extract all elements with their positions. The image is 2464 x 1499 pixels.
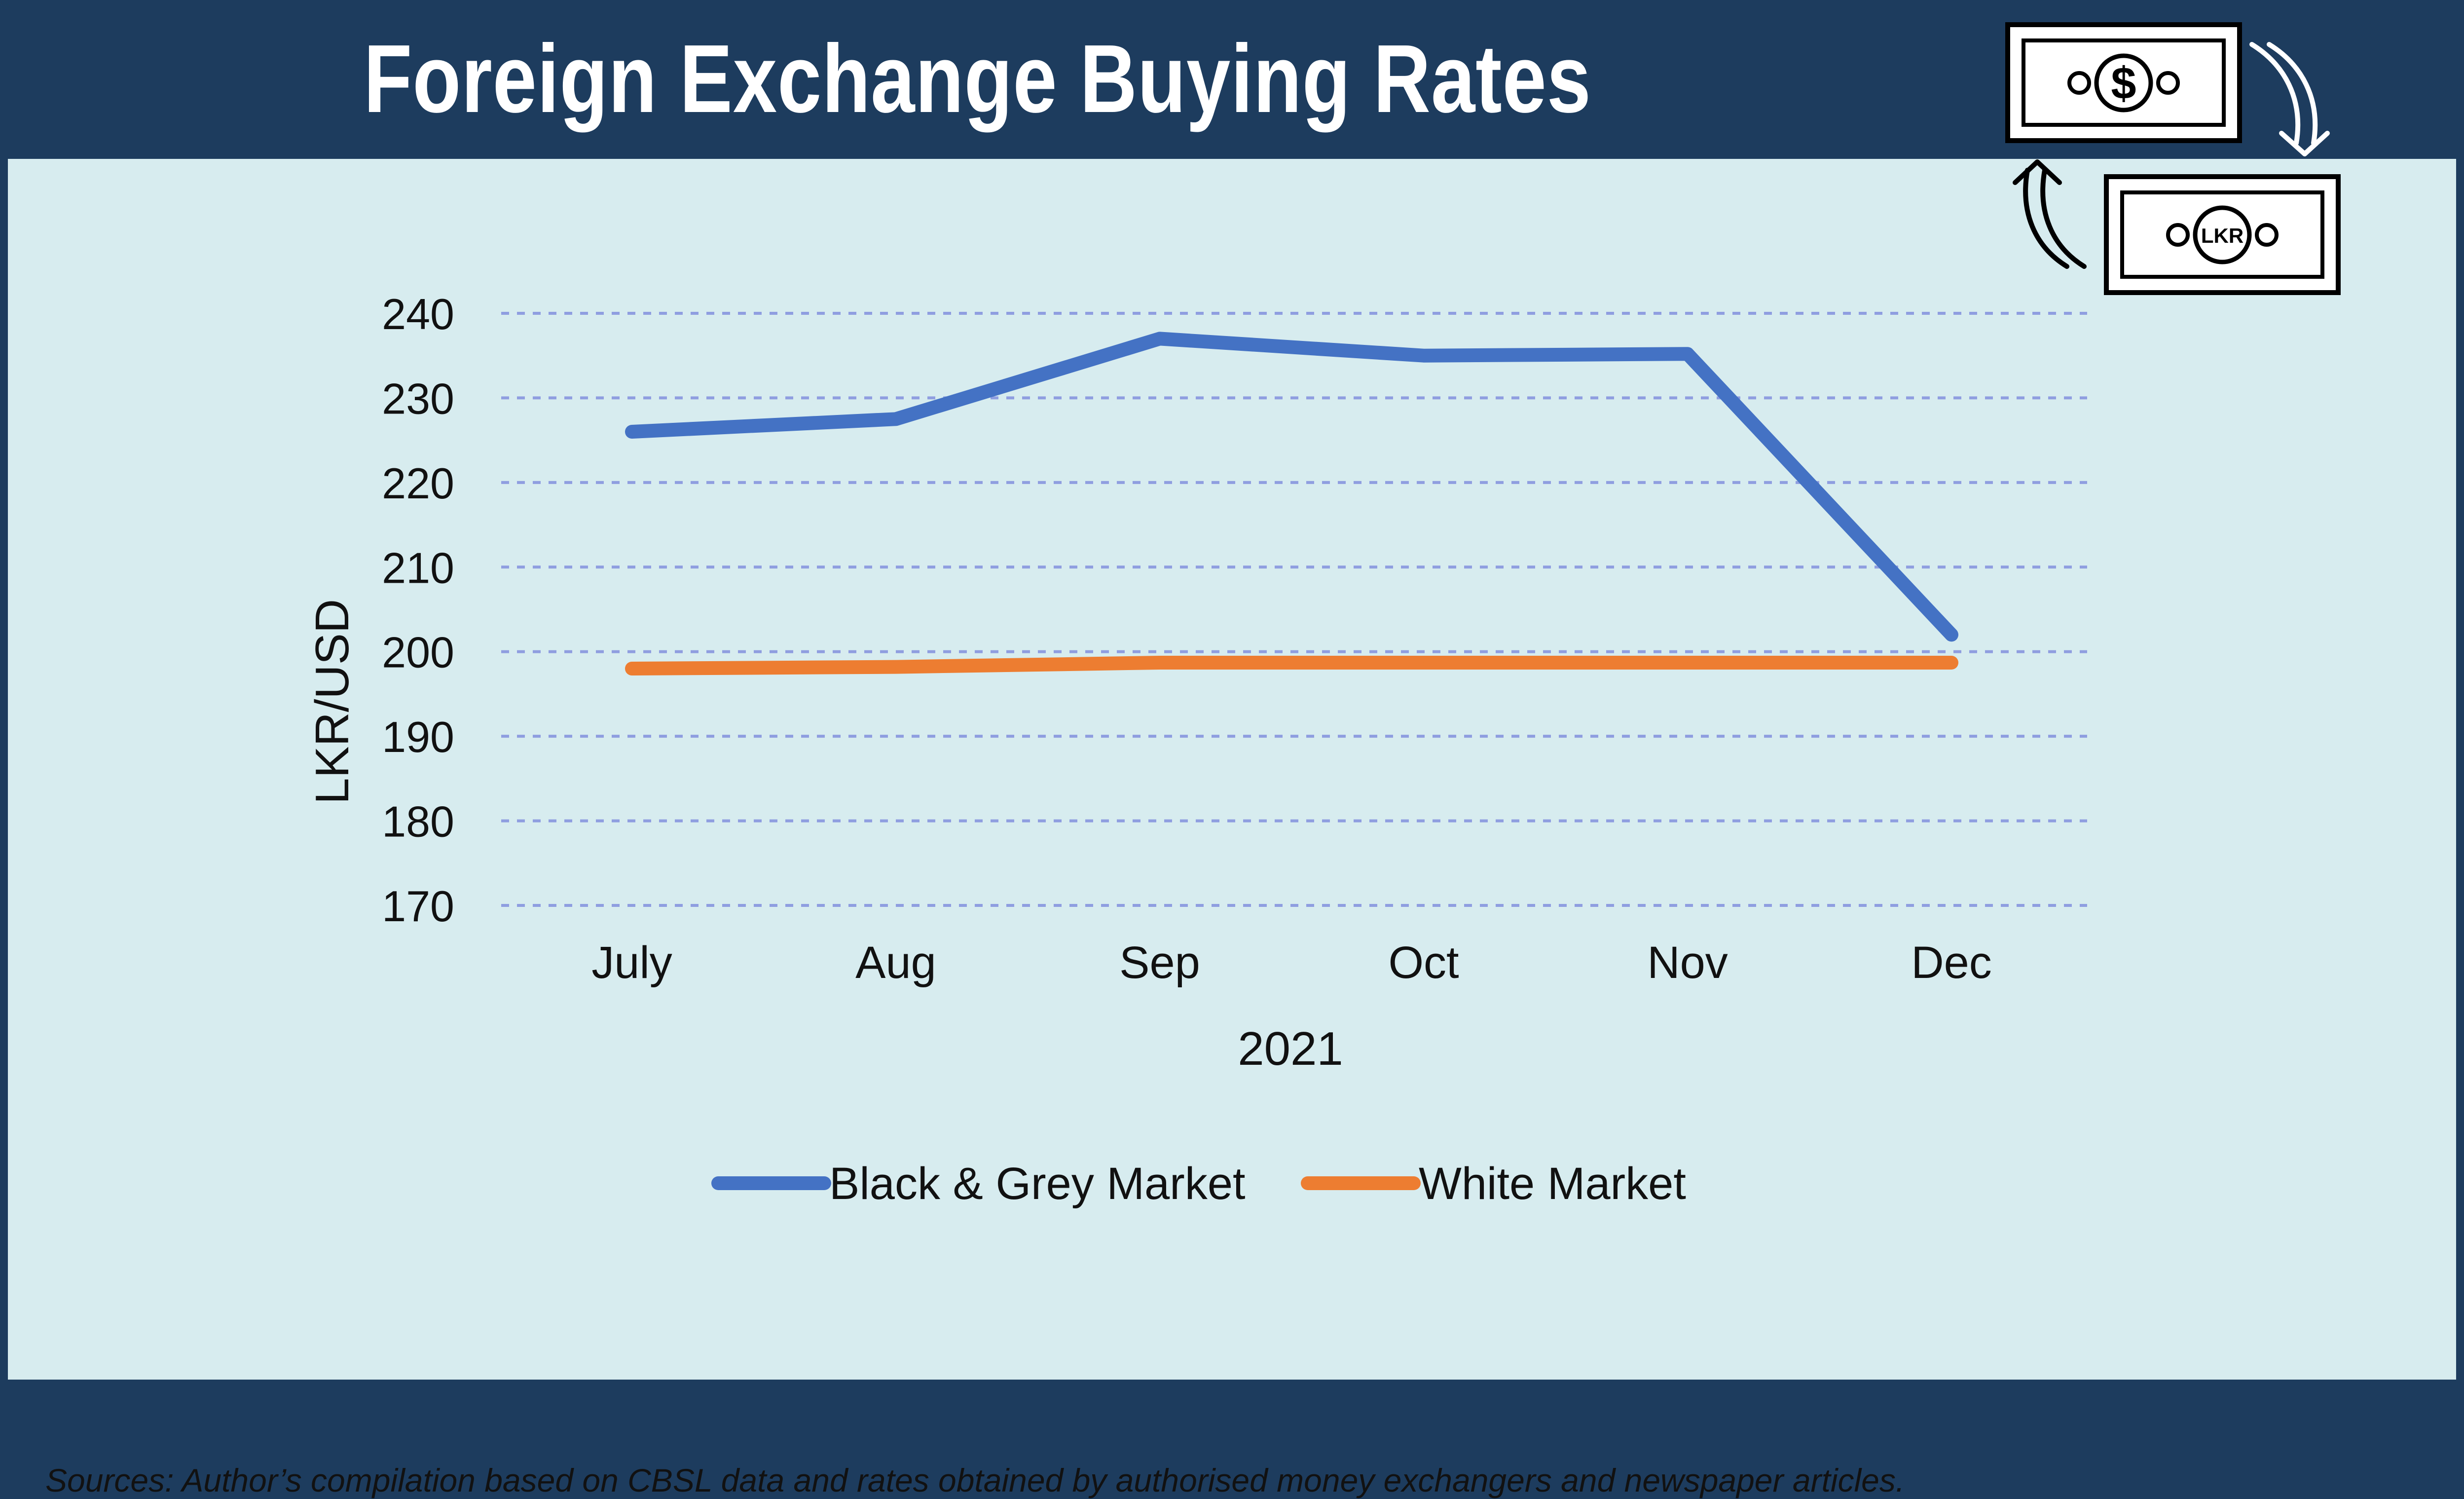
data-point bbox=[1159, 338, 1160, 339]
lkr-banknote-icon: LKR bbox=[2104, 174, 2341, 295]
page-title: Foreign Exchange Buying Rates bbox=[364, 25, 1591, 133]
lkr-symbol: LKR bbox=[2201, 224, 2243, 247]
dollar-banknote-icon: $ bbox=[2005, 22, 2242, 143]
y-tick-label: 210 bbox=[382, 543, 454, 592]
y-tick-label: 230 bbox=[382, 374, 454, 423]
series-lines bbox=[625, 332, 1958, 675]
y-tick-label: 190 bbox=[382, 712, 454, 761]
x-tick-label: Oct bbox=[1388, 937, 1459, 988]
x-tick-label: July bbox=[591, 937, 672, 988]
data-point bbox=[631, 431, 632, 432]
currency-exchange-graphic: $ LKR bbox=[2005, 22, 2341, 295]
y-tick-label: 220 bbox=[382, 459, 454, 508]
x-tick-label: Nov bbox=[1647, 937, 1728, 988]
y-tick-label: 180 bbox=[382, 797, 454, 846]
curved-arrow-down-icon bbox=[2249, 42, 2330, 156]
data-point bbox=[1423, 662, 1424, 663]
y-axis-label: LKR/USD bbox=[306, 599, 359, 804]
data-point bbox=[631, 668, 632, 669]
x-axis-label: 2021 bbox=[1238, 1022, 1343, 1075]
x-tick-label: Dec bbox=[1911, 937, 1992, 988]
line-chart: 240 230 220 210 200 190 180 170 July Aug Sep Oct No… bbox=[306, 290, 2087, 1209]
y-tick-label: 200 bbox=[382, 628, 454, 677]
infographic: Foreign Exchange Buying Rates 240 230 220 2… bbox=[8, 22, 2456, 1499]
legend-label: Black & Grey Market bbox=[829, 1159, 1246, 1209]
series-line-white-market bbox=[625, 656, 1958, 675]
data-point bbox=[895, 418, 896, 420]
data-point bbox=[1159, 662, 1160, 663]
data-point bbox=[895, 666, 896, 668]
legend-label: White Market bbox=[1419, 1159, 1686, 1209]
x-tick-label: Aug bbox=[855, 937, 936, 988]
data-point bbox=[1423, 355, 1424, 356]
y-axis-ticks: 240 230 220 210 200 190 180 170 bbox=[382, 290, 454, 931]
grid-lines bbox=[501, 312, 2087, 907]
source-note: Sources: Author’s compilation based on C… bbox=[45, 1462, 1905, 1499]
y-tick-label: 170 bbox=[382, 882, 454, 931]
data-point bbox=[1687, 353, 1688, 355]
y-tick-label: 240 bbox=[382, 290, 454, 338]
dollar-symbol: $ bbox=[2111, 58, 2136, 109]
chart-panel: 240 230 220 210 200 190 180 170 July Aug Sep Oct No… bbox=[8, 159, 2456, 1499]
legend: Black & Grey Market White Market bbox=[711, 1159, 1686, 1209]
data-point bbox=[1951, 634, 1952, 636]
x-axis-ticks: July Aug Sep Oct Nov Dec bbox=[591, 937, 1992, 988]
curved-arrow-up-icon bbox=[2013, 159, 2087, 269]
x-tick-label: Sep bbox=[1119, 937, 1200, 988]
data-point bbox=[1687, 662, 1688, 663]
series-line-black-grey-market bbox=[625, 332, 1958, 642]
data-point bbox=[1951, 662, 1952, 663]
